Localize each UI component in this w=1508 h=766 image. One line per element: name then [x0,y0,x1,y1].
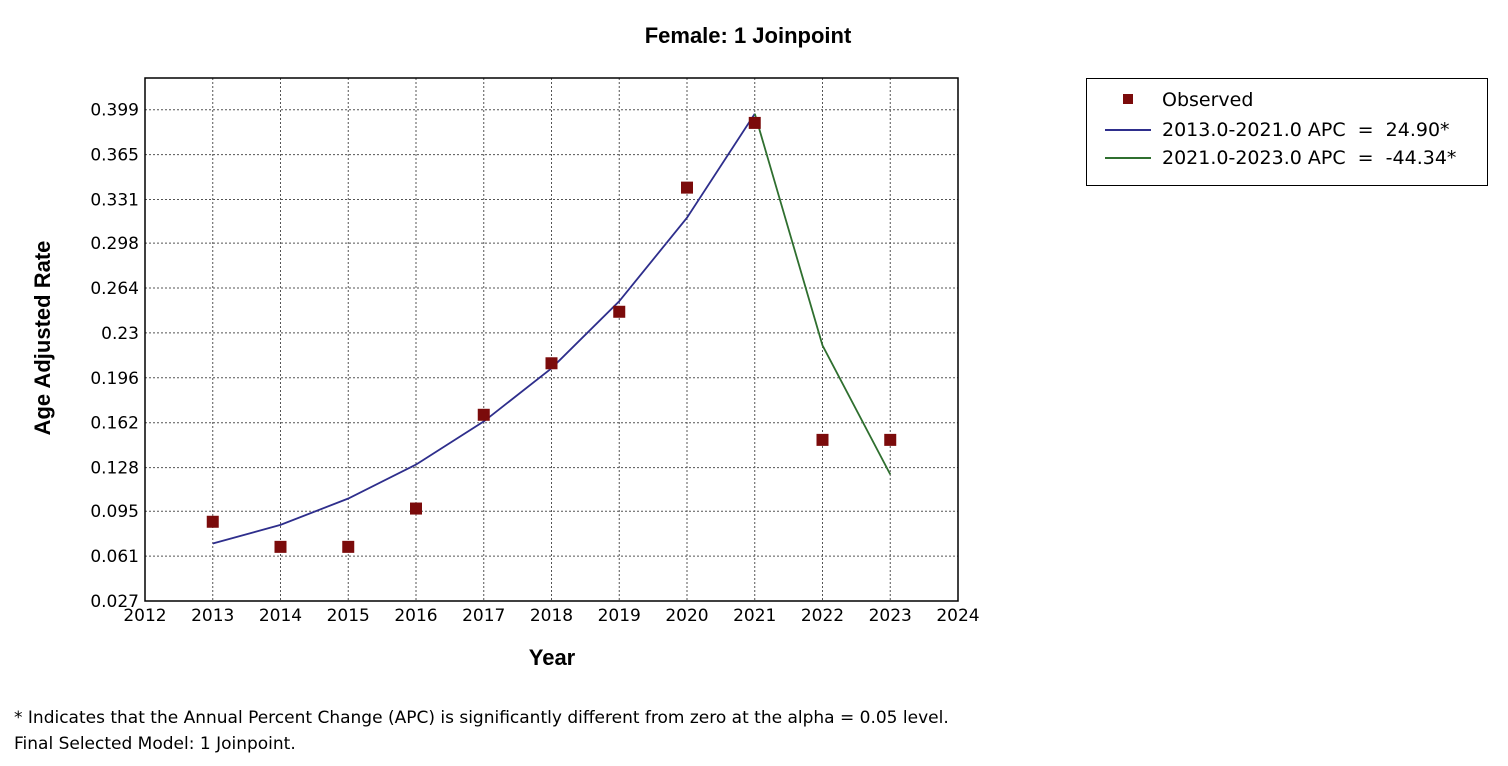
observed-point [545,357,558,370]
y-tick-label: 0.196 [90,369,139,389]
x-tick-label: 2013 [191,606,234,626]
legend-label: 2021.0-2023.0 APC = -44.34* [1162,147,1457,169]
legend-item-segment-2: 2021.0-2023.0 APC = -44.34* [1087,145,1487,173]
observed-point [274,540,287,553]
y-tick-label: 0.027 [90,592,139,612]
y-tick-label: 0.298 [90,234,139,254]
fitted-lines [212,113,892,545]
observed-point [884,433,897,446]
x-tick-label: 2018 [530,606,573,626]
observed-point [410,502,422,515]
fitted-line-segment-1 [212,113,756,545]
y-tick-label: 0.23 [101,324,139,344]
x-tick-label: 2015 [327,606,370,626]
y-tick-label: 0.264 [90,279,139,299]
x-tick-label: 2014 [259,606,302,626]
observed-point [342,540,355,553]
legend-item-segment-1: 2013.0-2021.0 APC = 24.90* [1087,117,1487,145]
y-tick-label: 0.128 [90,459,139,479]
y-tick-label: 0.095 [90,502,139,522]
observed-point [206,515,219,528]
grid-lines [145,78,958,601]
y-tick-label: 0.331 [90,191,139,211]
y-tick-label: 0.365 [90,146,139,166]
observed-point [816,433,829,446]
x-tick-label: 2021 [733,606,776,626]
line-swatch-icon [1105,129,1151,131]
y-tick-label: 0.061 [90,547,139,567]
x-tick-label: 2020 [665,606,708,626]
x-tick-label: 2022 [801,606,844,626]
x-tick-label: 2017 [462,606,505,626]
y-tick-label: 0.399 [90,101,139,121]
model-footnote: Final Selected Model: 1 Joinpoint. [14,734,296,754]
observed-point [477,408,490,421]
legend-label: Observed [1162,89,1254,111]
chart-title: Female: 1 Joinpoint [645,23,852,48]
line-swatch-icon [1105,157,1151,159]
significance-footnote: * Indicates that the Annual Percent Chan… [14,708,949,728]
fitted-line-segment-2 [753,113,892,475]
x-axis-label: Year [529,645,576,670]
y-tick-label: 0.162 [90,414,139,434]
observed-points [206,116,897,553]
x-tick-label: 2016 [394,606,437,626]
legend-label: 2013.0-2021.0 APC = 24.90* [1162,119,1450,141]
x-tick-label: 2023 [869,606,912,626]
x-tick-label: 2019 [598,606,641,626]
x-axis-ticks: 2012 2013 2014 2015 2016 2017 2018 2019 2020 2021… [123,606,979,626]
plot-area-frame [144,77,959,602]
legend-item-observed: Observed [1087,87,1487,115]
chart-legend: Observed 2013.0-2021.0 APC = 24.90* 2021… [1086,78,1488,186]
observed-point [681,181,693,194]
x-tick-label: 2024 [936,606,979,626]
square-marker-icon [1123,94,1133,104]
x-tick-label: 2012 [123,606,166,626]
y-axis-ticks: 0.027 0.061 0.095 0.128 0.162 0.196 0.23 0.264 0… [90,101,139,612]
observed-point [748,116,761,129]
observed-point [613,305,626,318]
y-axis-label: Age Adjusted Rate [30,241,55,436]
